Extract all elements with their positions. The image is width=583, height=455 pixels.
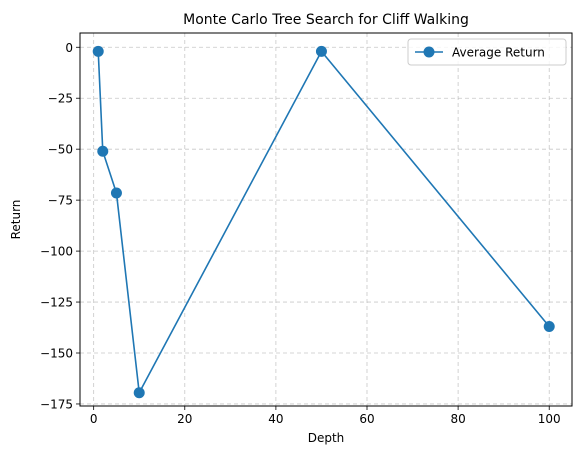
data-point	[133, 387, 145, 399]
y-tick-label: −75	[48, 194, 73, 208]
data-point	[97, 145, 109, 157]
data-point	[92, 45, 104, 57]
x-tick-label: 100	[538, 412, 561, 426]
data-point	[543, 321, 555, 333]
x-tick-label: 20	[177, 412, 192, 426]
y-tick-label: −100	[40, 245, 73, 259]
plot-frame	[79, 32, 573, 407]
legend-label-average-return: Average Return	[452, 46, 545, 60]
x-tick-label: 80	[450, 412, 465, 426]
chart-title: Monte Carlo Tree Search for Cliff Walkin…	[183, 12, 469, 28]
grid	[80, 33, 572, 406]
x-tick-label: 60	[359, 412, 374, 426]
data-point	[110, 187, 122, 199]
y-tick-label: 0	[65, 41, 73, 55]
y-tick-label: −150	[40, 347, 73, 361]
y-axis-ticks: 0 −25 −50 −75 −100 −125 −150 −175	[40, 41, 80, 411]
y-tick-label: −125	[40, 296, 73, 310]
x-tick-label: 0	[90, 412, 98, 426]
series-line	[97, 50, 550, 394]
legend-marker-average-return	[423, 46, 435, 58]
y-tick-label: −50	[48, 143, 73, 157]
x-axis-label: Depth	[308, 431, 345, 445]
legend-box	[407, 38, 567, 66]
x-tick-label: 40	[268, 412, 283, 426]
y-tick-label: −25	[48, 92, 73, 106]
x-axis-ticks: 0 20 40 60 80 100	[90, 406, 561, 426]
data-point	[315, 45, 327, 57]
series-average-return	[92, 45, 555, 399]
legend: Average Return	[407, 38, 567, 66]
y-axis-label: Return	[9, 200, 23, 240]
y-tick-label: −175	[40, 397, 73, 411]
